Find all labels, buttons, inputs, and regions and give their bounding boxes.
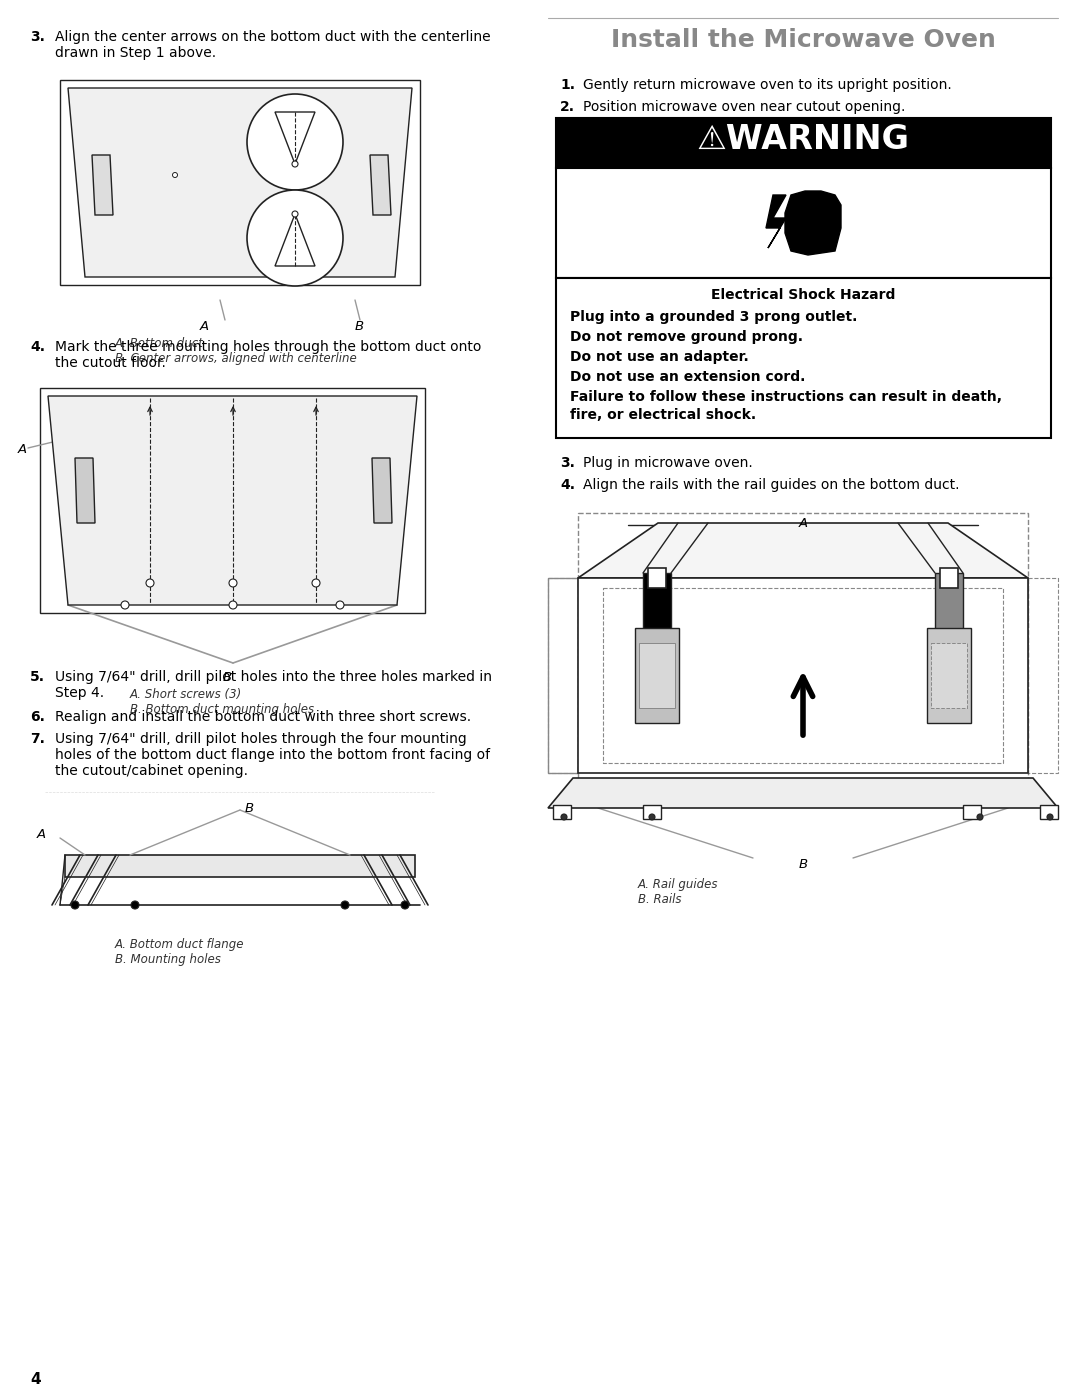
- Text: A: A: [18, 443, 27, 455]
- Circle shape: [977, 814, 983, 820]
- Circle shape: [247, 190, 343, 286]
- Text: 4.: 4.: [30, 339, 45, 353]
- Bar: [190, 148, 206, 175]
- Polygon shape: [766, 196, 786, 249]
- Text: A. Short screws (3)
B. Bottom duct mounting holes: A. Short screws (3) B. Bottom duct mount…: [130, 687, 314, 717]
- Bar: [40, 388, 426, 613]
- Circle shape: [401, 901, 409, 909]
- Polygon shape: [548, 778, 1058, 807]
- Text: Mark the three mounting holes through the bottom duct onto
the cutout floor.: Mark the three mounting holes through th…: [55, 339, 482, 370]
- Text: Align the rails with the rail guides on the bottom duct.: Align the rails with the rail guides on …: [583, 478, 959, 492]
- Text: Using 7/64" drill, drill pilot holes through the four mounting
holes of the bott: Using 7/64" drill, drill pilot holes thr…: [55, 732, 490, 778]
- Polygon shape: [75, 458, 95, 522]
- Text: 3.: 3.: [30, 29, 45, 43]
- Circle shape: [247, 94, 343, 190]
- Circle shape: [71, 901, 79, 909]
- Circle shape: [292, 211, 298, 217]
- Text: Electrical Shock Hazard: Electrical Shock Hazard: [711, 288, 895, 302]
- Bar: [927, 629, 971, 724]
- Text: Plug into a grounded 3 prong outlet.: Plug into a grounded 3 prong outlet.: [570, 310, 858, 324]
- Circle shape: [292, 161, 298, 168]
- Polygon shape: [372, 458, 392, 522]
- Text: Do not remove ground prong.: Do not remove ground prong.: [570, 330, 804, 344]
- Bar: [556, 117, 1051, 168]
- Text: Gently return microwave oven to its upright position.: Gently return microwave oven to its upri…: [583, 78, 951, 92]
- Bar: [940, 569, 958, 588]
- Bar: [643, 573, 671, 638]
- Bar: [578, 578, 1028, 773]
- Circle shape: [312, 578, 320, 587]
- Text: A. Bottom duct
B. Center arrows, aligned with centerline: A. Bottom duct B. Center arrows, aligned…: [114, 337, 356, 365]
- Polygon shape: [48, 395, 417, 605]
- Bar: [90, 414, 375, 583]
- Bar: [553, 805, 571, 819]
- Text: B: B: [245, 802, 254, 814]
- Circle shape: [649, 814, 654, 820]
- Bar: [578, 513, 1028, 803]
- Text: Do not use an extension cord.: Do not use an extension cord.: [570, 370, 806, 384]
- Text: 7.: 7.: [30, 732, 45, 746]
- Circle shape: [1047, 814, 1053, 820]
- Bar: [648, 569, 666, 588]
- Bar: [1040, 805, 1058, 819]
- Bar: [114, 105, 365, 256]
- Text: A: A: [798, 517, 808, 529]
- Bar: [935, 573, 963, 638]
- Polygon shape: [92, 155, 113, 215]
- Text: 3.: 3.: [561, 455, 575, 469]
- Bar: [603, 588, 1003, 763]
- Bar: [635, 629, 679, 724]
- Circle shape: [146, 578, 154, 587]
- Bar: [65, 855, 415, 877]
- Polygon shape: [578, 522, 1028, 578]
- Text: 4: 4: [30, 1372, 41, 1387]
- Text: 6.: 6.: [30, 710, 45, 724]
- Text: Plug in microwave oven.: Plug in microwave oven.: [583, 455, 753, 469]
- Text: fire, or electrical shock.: fire, or electrical shock.: [570, 408, 756, 422]
- Circle shape: [341, 901, 349, 909]
- Text: Install the Microwave Oven: Install the Microwave Oven: [610, 28, 996, 52]
- Bar: [60, 80, 420, 285]
- Text: 1.: 1.: [561, 78, 575, 92]
- Polygon shape: [785, 191, 841, 256]
- Bar: [556, 168, 1051, 278]
- Text: Align the center arrows on the bottom duct with the centerline
drawn in Step 1 a: Align the center arrows on the bottom du…: [55, 29, 490, 60]
- Text: A. Rail guides
B. Rails: A. Rail guides B. Rails: [638, 877, 718, 907]
- Text: Position microwave oven near cutout opening.: Position microwave oven near cutout open…: [583, 101, 905, 115]
- Text: Failure to follow these instructions can result in death,: Failure to follow these instructions can…: [570, 390, 1002, 404]
- Circle shape: [131, 901, 139, 909]
- Circle shape: [229, 578, 237, 587]
- Circle shape: [121, 601, 129, 609]
- Circle shape: [173, 172, 177, 177]
- Circle shape: [336, 601, 345, 609]
- Text: Realign and install the bottom duct with three short screws.: Realign and install the bottom duct with…: [55, 710, 471, 724]
- Bar: [165, 474, 185, 504]
- Text: 2.: 2.: [561, 101, 575, 115]
- Text: ⚠WARNING: ⚠WARNING: [697, 123, 909, 156]
- Text: 5.: 5.: [30, 671, 45, 685]
- Text: B: B: [222, 671, 232, 685]
- Text: Do not use an adapter.: Do not use an adapter.: [570, 351, 748, 365]
- Bar: [639, 643, 675, 708]
- Bar: [931, 643, 967, 708]
- Bar: [643, 805, 661, 819]
- Polygon shape: [370, 155, 391, 215]
- Text: A: A: [200, 320, 210, 332]
- Bar: [963, 805, 981, 819]
- Circle shape: [561, 814, 567, 820]
- Text: B: B: [798, 858, 808, 870]
- Bar: [556, 278, 1051, 439]
- Text: 4.: 4.: [561, 478, 575, 492]
- Polygon shape: [68, 88, 411, 277]
- Text: A. Bottom duct flange
B. Mounting holes: A. Bottom duct flange B. Mounting holes: [114, 937, 244, 965]
- Bar: [280, 474, 300, 504]
- Circle shape: [229, 601, 237, 609]
- Text: B: B: [355, 320, 364, 332]
- Text: Using 7/64" drill, drill pilot holes into the three holes marked in
Step 4.: Using 7/64" drill, drill pilot holes int…: [55, 671, 492, 700]
- Text: A: A: [37, 828, 46, 841]
